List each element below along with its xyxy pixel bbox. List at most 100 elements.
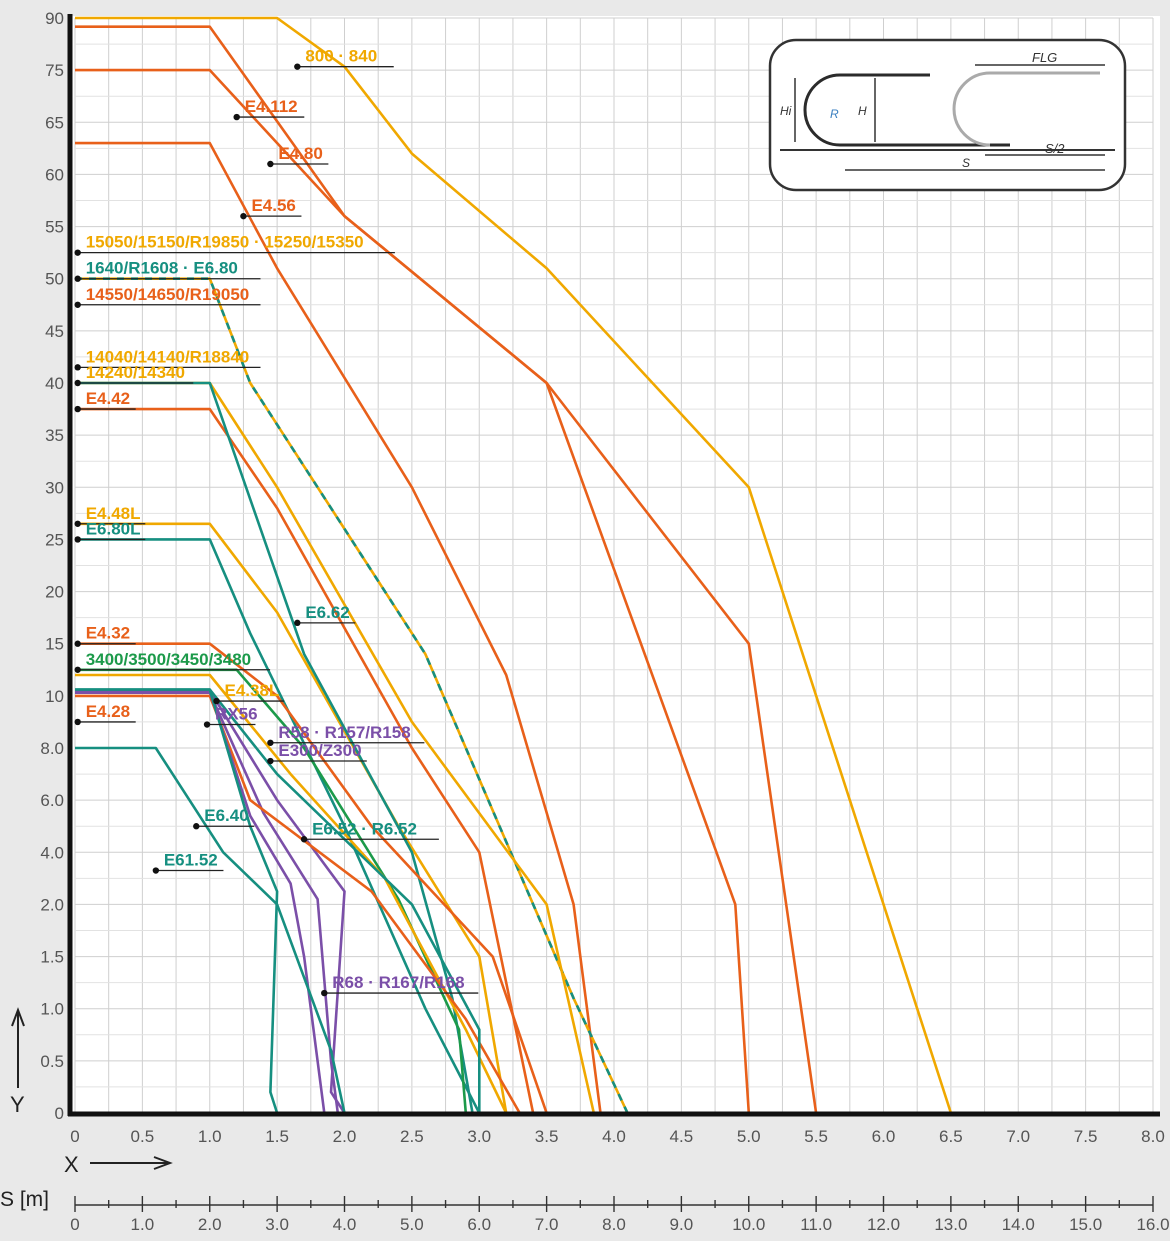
inset-label-h: H: [858, 104, 867, 118]
label-dot: [300, 836, 308, 843]
series-label: E6.80L: [86, 519, 141, 538]
x-tick-label: 5.5: [804, 1127, 828, 1146]
series-line: [75, 538, 481, 1114]
s-tick-label: 0: [70, 1215, 79, 1234]
x-tick-label: 6.0: [872, 1127, 896, 1146]
label-dot: [203, 721, 211, 728]
series-label: E61.52: [164, 851, 218, 870]
label-dot: [267, 160, 274, 168]
label-dot: [193, 823, 200, 830]
x-axis-arrow: [90, 1156, 173, 1170]
label-dot: [294, 619, 301, 627]
s-tick-label: 13.0: [934, 1215, 967, 1234]
label-dot: [74, 536, 81, 543]
s-tick-label: 14.0: [1002, 1215, 1035, 1234]
x-tick-label: 4.0: [602, 1127, 626, 1146]
x-tick-label: 8.0: [1141, 1127, 1165, 1146]
inset-label-hi: Hi: [780, 104, 792, 118]
x-tick-label: 7.0: [1006, 1127, 1030, 1146]
y-tick-label: 10: [45, 687, 64, 706]
label-layer: 800 · 840 E4.112 E4.80 E4.56 15050/15150/R19…: [74, 47, 479, 997]
series-line: [75, 673, 508, 1114]
s-tick-label: 15.0: [1069, 1215, 1102, 1234]
inset-label-s2: S/2: [1045, 141, 1065, 156]
y-tick-label: 50: [45, 270, 64, 289]
y-tick-label: 90: [45, 9, 64, 28]
y-tick-label: 1.0: [40, 1000, 64, 1019]
series-label: R58 · R157/R158: [278, 723, 410, 742]
s-tick-label: 9.0: [670, 1215, 694, 1234]
x-tick-label: 6.5: [939, 1127, 963, 1146]
y-tick-label: 2.0: [40, 895, 64, 914]
s-tick-label: 3.0: [265, 1215, 289, 1234]
y-tick-label: 60: [45, 165, 64, 184]
label-dot: [240, 212, 247, 220]
s-tick-label: 6.0: [467, 1215, 491, 1234]
series-label: 14040/14140/R18840: [86, 347, 250, 366]
inset-label-s: S: [962, 156, 970, 170]
series-line: [75, 688, 279, 1114]
inset-chain-loop-left: [803, 73, 1010, 147]
label-dot: [267, 739, 274, 746]
series-label: 3400/3500/3450/3480: [86, 650, 251, 669]
label-dot: [213, 697, 220, 705]
s-tick-label: 7.0: [535, 1215, 559, 1234]
axes: 0 0.5 1.0 1.5 2.0 2.5 3.0 3.5 4.0 4.5 5.0 5.5 6.0 6.5…: [40, 9, 1164, 1146]
series-label: E4.112: [245, 97, 298, 116]
series-label: E6.52 · R6.52: [312, 819, 417, 838]
y-tick-label: 1.5: [40, 948, 64, 967]
s-tick-label: 4.0: [333, 1215, 357, 1234]
s-tick-label: 8.0: [602, 1215, 626, 1234]
label-dot: [74, 405, 81, 413]
series-line: [75, 522, 508, 1114]
label-dot: [74, 640, 81, 647]
y-tick-label: 20: [45, 583, 64, 602]
label-dot: [152, 867, 160, 874]
series-line: [75, 68, 751, 1114]
series-line: [75, 16, 953, 1114]
s-axis: 0 1.0 2.0 3.0 4.0 5.0 6.0 7.0 8.0 9.0 10.0 11.0 12.0…: [70, 1196, 1170, 1234]
s-tick-label: 11.0: [800, 1215, 832, 1234]
x-axis-title: X: [64, 1152, 79, 1177]
s-tick-label: 12.0: [867, 1215, 900, 1234]
y-tick-label: 4.0: [40, 843, 64, 862]
series-label: E4.48L: [86, 504, 141, 523]
series-label: 14550/14650/R19050: [86, 285, 250, 304]
series-line: [75, 746, 346, 1114]
x-tick-label: 5.0: [737, 1127, 761, 1146]
s-axis-title: S [m]: [0, 1188, 49, 1211]
y-tick-label: 40: [45, 374, 64, 393]
series-label: E4.32: [86, 624, 130, 643]
y-tick-label: 65: [45, 113, 64, 132]
label-dot: [74, 364, 81, 371]
series-label: E4.80: [278, 144, 322, 163]
x-tick-label: 3.5: [535, 1127, 559, 1146]
y-tick-label: 45: [45, 322, 64, 341]
label-dot: [74, 666, 81, 673]
inset-frame: [768, 38, 1127, 192]
inset-diagram: FLG Hi R H S/2 S: [768, 38, 1127, 192]
series-label: E4.38L: [224, 681, 279, 700]
inset-label-r: R: [830, 107, 839, 121]
x-tick-label: 1.0: [198, 1127, 222, 1146]
series-label: E6.62: [305, 603, 349, 622]
series-label: E300/Z300: [278, 741, 361, 760]
series-label: 1640/R1608 · E6.80: [86, 259, 238, 278]
y-tick-label: 15: [45, 635, 64, 654]
series-line: [75, 141, 602, 1114]
x-tick-label: 2.0: [333, 1127, 357, 1146]
x-tick-label: 2.5: [400, 1127, 424, 1146]
series-line: [75, 690, 326, 1114]
x-tick-label: 7.5: [1074, 1127, 1098, 1146]
series-label: E6.40: [204, 806, 248, 825]
y-axis-title: Y: [10, 1092, 25, 1117]
series-label: 14240/14340: [86, 363, 185, 382]
y-tick-label: 35: [45, 426, 64, 445]
x-tick-label: 4.5: [670, 1127, 694, 1146]
label-dot: [267, 757, 274, 765]
y-tick-label: 6.0: [40, 791, 64, 810]
y-tick-label: 75: [45, 61, 64, 80]
label-dot: [74, 249, 81, 256]
y-tick-label: 25: [45, 530, 64, 549]
